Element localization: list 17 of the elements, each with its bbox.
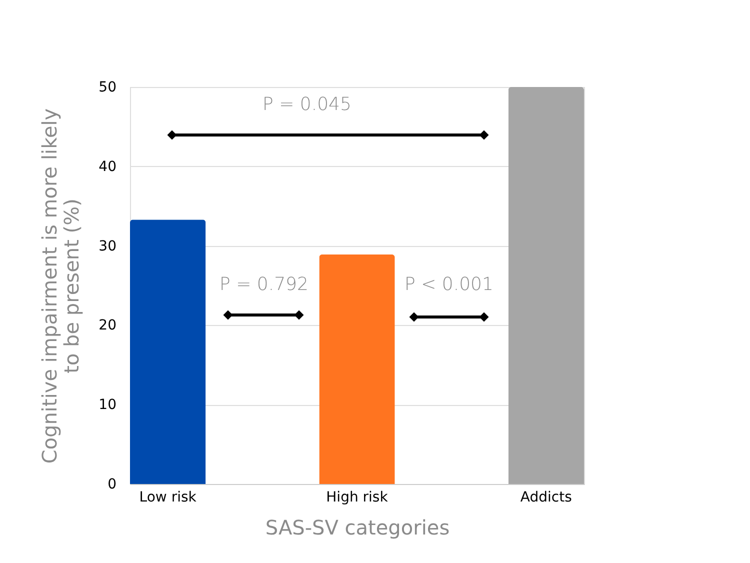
x-tick-label: High risk	[326, 490, 389, 506]
annotation: P = 0.045	[262, 94, 352, 115]
y-tick-label: 0	[108, 476, 116, 492]
y-tick-label: 40	[98, 158, 116, 175]
y-tick-label: 50	[98, 80, 116, 96]
x-tick-label: Low risk	[139, 490, 198, 506]
bar	[508, 87, 584, 484]
y-tick-label: 30	[98, 238, 116, 254]
annotation: P < 0.001	[404, 274, 494, 295]
annotation: P = 0.792	[220, 274, 308, 295]
y-tick-label: 10	[98, 397, 116, 414]
x-tick-label: Addicts	[520, 490, 572, 506]
bar	[130, 220, 206, 484]
bar	[319, 254, 395, 484]
x-axis-title: SAS-SV categories	[265, 516, 450, 540]
y-tick-label: 20	[98, 318, 116, 334]
y-axis-title: Cognitive impairment is more likely to be present (%)	[38, 108, 84, 464]
